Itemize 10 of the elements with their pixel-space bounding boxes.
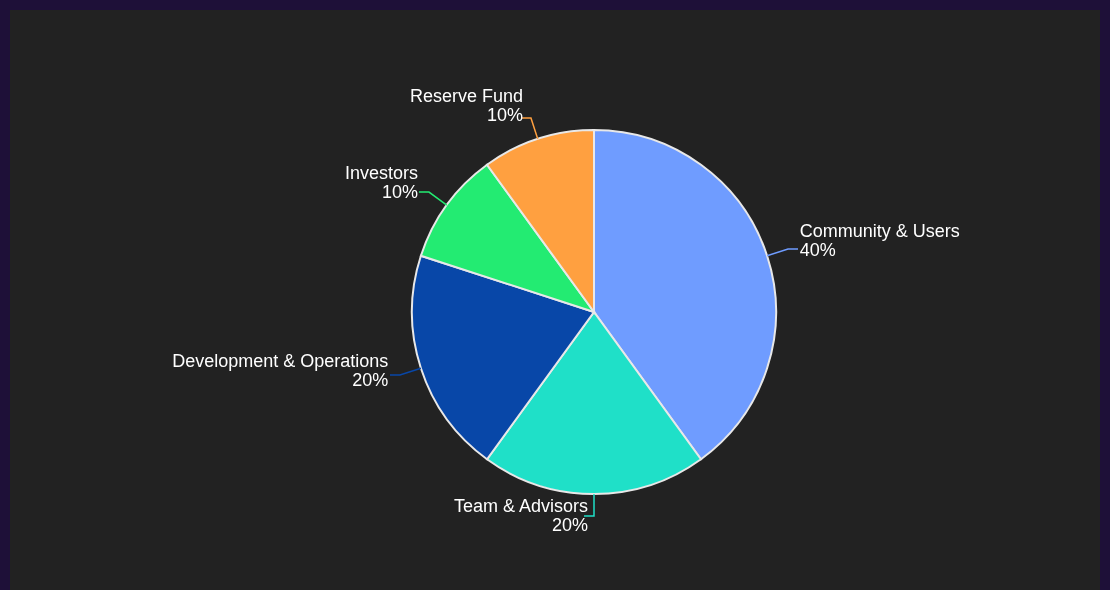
slice-label: Team & Advisors [453,496,588,516]
data-label: 40% [799,240,836,261]
slice-label: Investors [345,162,419,183]
data-label: 10% [382,181,419,202]
slice-label: Reserve Fund [410,86,524,107]
slice-label: Community & Users [799,221,960,242]
data-label: 20% [352,369,389,390]
data-label: 10% [487,105,524,126]
slice-label: Development & Operations [172,350,389,371]
data-label: 20% [551,515,588,535]
